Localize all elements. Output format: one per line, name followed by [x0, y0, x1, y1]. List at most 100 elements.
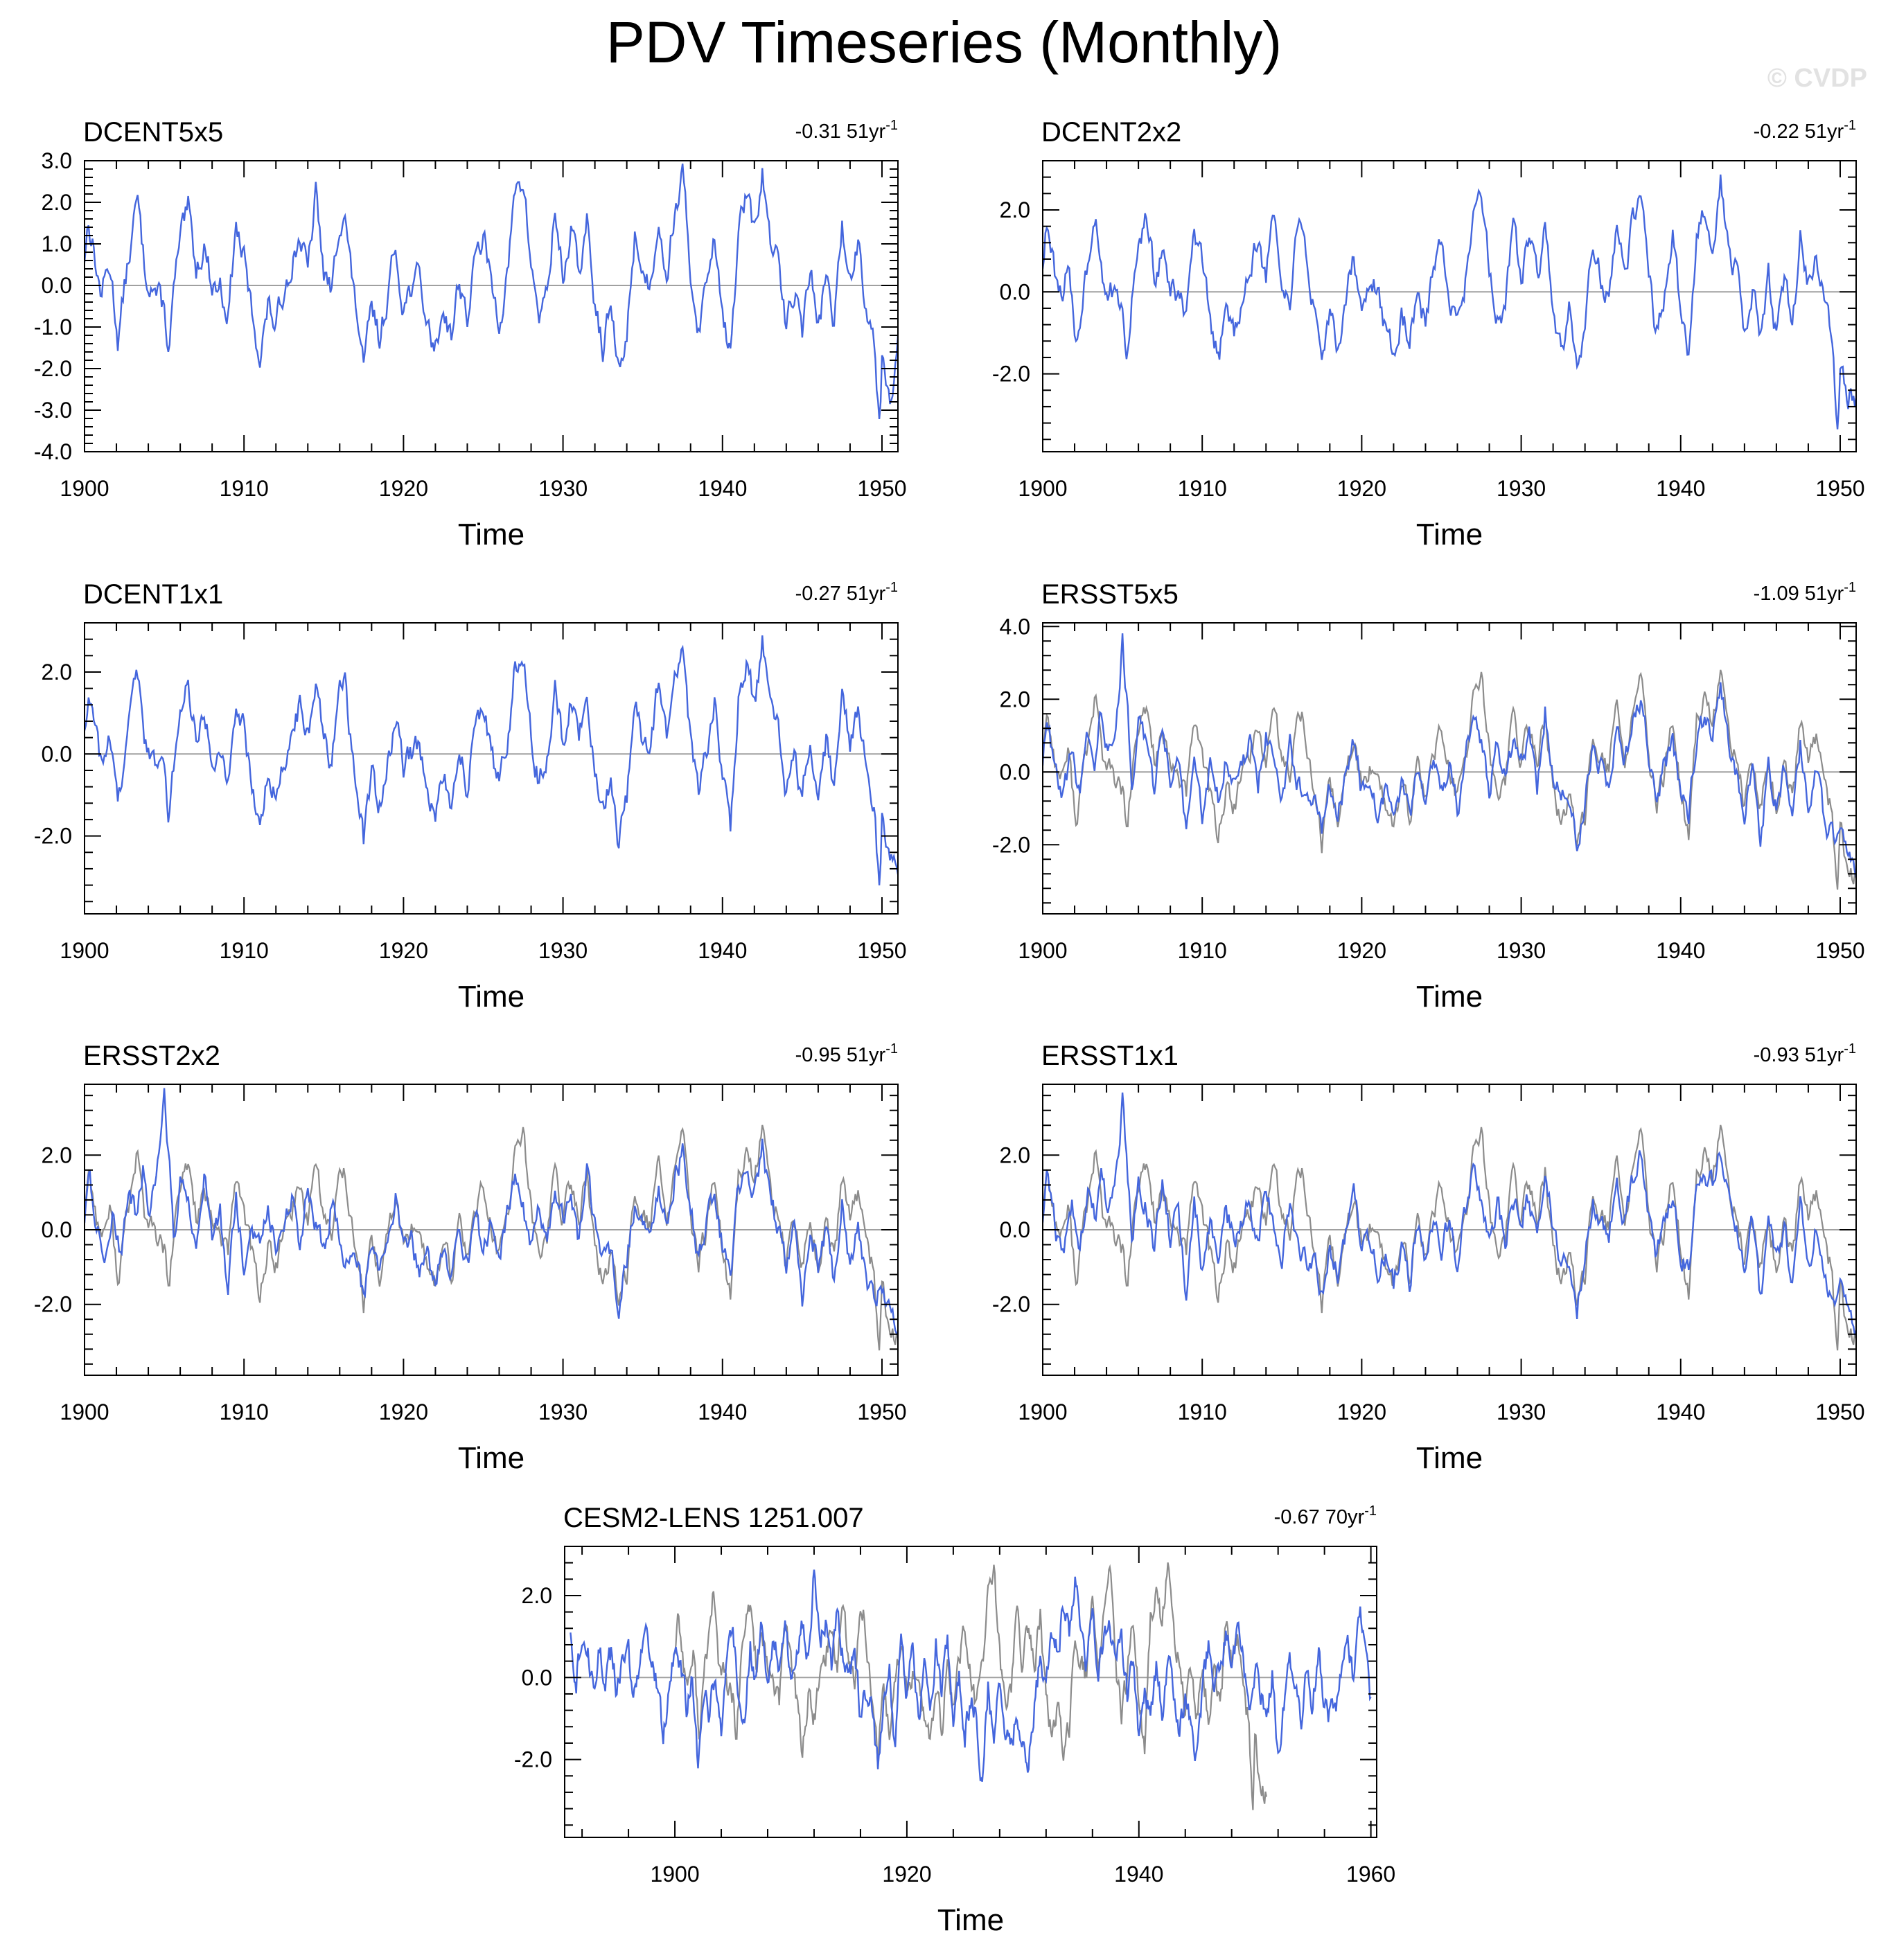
panel-title: ERSST5x5 [1041, 579, 1179, 610]
y-tick-label: 2.0 [522, 1583, 552, 1608]
x-tick-label: 1930 [1497, 938, 1546, 963]
x-tick-label: 1910 [220, 938, 269, 963]
y-tick-label: -2.0 [514, 1747, 552, 1772]
y-tick-label: -2.0 [992, 1292, 1030, 1317]
reference-series-line [674, 1562, 1267, 1810]
chart-panel-2: 1900 1910 1920 1930 1940 1950 -2.0 0.0 2.0 DCENT2… [992, 117, 1865, 551]
x-tick-label: 1920 [379, 476, 428, 501]
x-tick-label: 1950 [1815, 938, 1864, 963]
panel-title: DCENT2x2 [1041, 117, 1181, 148]
trend-label: -0.27 51yr-1 [795, 580, 898, 605]
panel-title: DCENT5x5 [83, 117, 223, 148]
chart-panel-6: 1900 1910 1920 1930 1940 1950 -2.0 0.0 2.0 ERSST1… [992, 1041, 1865, 1475]
trend-superscript: -1 [1844, 1041, 1856, 1057]
x-tick-label: 1930 [1497, 476, 1546, 501]
x-tick-label: 1940 [1656, 1400, 1705, 1424]
y-tick-label: -2.0 [992, 362, 1030, 387]
chart-panel-5: 1900 1910 1920 1930 1940 1950 -2.0 0.0 2.0 ERSST2… [34, 1041, 907, 1475]
chart-panel-1: 1900 1910 1920 1930 1940 1950 -4.0 -3.0 -2.0 -1.0… [34, 117, 907, 551]
series-line [1043, 174, 1856, 430]
x-tick-label: 1910 [1178, 476, 1227, 501]
trend-superscript: -1 [1364, 1503, 1377, 1519]
y-tick-label: -3.0 [34, 398, 72, 423]
panel-title: ERSST1x1 [1041, 1041, 1179, 1071]
x-tick-label: 1940 [1656, 476, 1705, 501]
series-line [85, 164, 898, 419]
reference-series-line [1043, 1124, 1856, 1351]
y-tick-label: 0.0 [1000, 1217, 1030, 1242]
x-tick-label: 1950 [857, 476, 906, 501]
x-tick-label: 1910 [1178, 1400, 1227, 1424]
x-tick-label: 1900 [650, 1862, 699, 1887]
y-tick-label: 2.0 [1000, 197, 1030, 222]
plot-frame [564, 1546, 1377, 1838]
x-tick-label: 1950 [857, 1400, 906, 1424]
x-axis-label: Time [458, 518, 524, 551]
x-tick-label: 1900 [1018, 1400, 1067, 1424]
x-tick-label: 1920 [1337, 938, 1386, 963]
x-tick-label: 1960 [1346, 1862, 1395, 1887]
reference-series-line [1043, 669, 1856, 890]
y-tick-label: 4.0 [1000, 614, 1030, 639]
series-line [570, 1569, 1372, 1782]
y-tick-label: 0.0 [42, 1217, 72, 1242]
chart-panel-4: 1900 1910 1920 1930 1940 1950 -2.0 0.0 2.0 4.0 ERS… [992, 579, 1865, 1014]
y-tick-label: -2.0 [34, 356, 72, 381]
trend-superscript: -1 [885, 118, 898, 133]
x-tick-label: 1930 [538, 1400, 588, 1424]
panel-title: CESM2-LENS 1251.007 [563, 1503, 864, 1533]
x-tick-label: 1910 [1178, 938, 1227, 963]
y-tick-label: 0.0 [522, 1665, 552, 1690]
x-tick-label: 1900 [60, 476, 109, 501]
x-axis-label: Time [937, 1903, 1004, 1937]
panel-title: DCENT1x1 [83, 579, 223, 610]
x-tick-label: 1940 [698, 938, 747, 963]
panel-title: ERSST2x2 [83, 1041, 220, 1071]
y-tick-label: 2.0 [42, 190, 72, 215]
x-tick-label: 1940 [698, 476, 747, 501]
y-tick-label: -2.0 [34, 1292, 72, 1317]
x-tick-label: 1950 [857, 938, 906, 963]
plot-frame [1042, 622, 1857, 915]
x-tick-label: 1920 [379, 1400, 428, 1424]
trend-label: -0.22 51yr-1 [1754, 118, 1856, 143]
y-tick-label: 2.0 [1000, 687, 1030, 712]
y-tick-label: 0.0 [1000, 759, 1030, 784]
trend-superscript: -1 [1844, 580, 1856, 595]
x-axis-label: Time [1416, 1441, 1483, 1475]
x-tick-label: 1900 [1018, 476, 1067, 501]
trend-label: -0.67 70yr-1 [1274, 1503, 1377, 1528]
plot-frame [84, 622, 899, 915]
y-tick-label: 3.0 [42, 148, 72, 173]
x-tick-label: 1950 [1815, 476, 1864, 501]
y-tick-label: 1.0 [42, 231, 72, 256]
trend-label: -0.31 51yr-1 [795, 118, 898, 143]
x-tick-label: 1920 [1337, 476, 1386, 501]
y-tick-label: 2.0 [1000, 1142, 1030, 1167]
y-tick-label: -2.0 [992, 832, 1030, 857]
x-tick-label: 1930 [538, 938, 588, 963]
x-tick-label: 1900 [60, 938, 109, 963]
trend-label: -0.93 51yr-1 [1754, 1041, 1856, 1066]
x-tick-label: 1900 [1018, 938, 1067, 963]
y-tick-label: 2.0 [42, 660, 72, 685]
reference-series-line [85, 1124, 898, 1351]
x-tick-label: 1910 [220, 476, 269, 501]
x-tick-label: 1920 [882, 1862, 931, 1887]
y-tick-label: -4.0 [34, 439, 72, 464]
x-tick-label: 1940 [1114, 1862, 1163, 1887]
x-tick-label: 1920 [1337, 1400, 1386, 1424]
chart-panel-7: 1900 1920 1940 1960 -2.0 0.0 2.0 CESM2-LENS 125… [514, 1503, 1395, 1937]
y-tick-label: 0.0 [1000, 279, 1030, 304]
x-tick-label: 1950 [1815, 1400, 1864, 1424]
x-tick-label: 1940 [1656, 938, 1705, 963]
chart-panel-3: 1900 1910 1920 1930 1940 1950 -2.0 0.0 2.0 DCENT1… [34, 579, 907, 1014]
x-tick-label: 1920 [379, 938, 428, 963]
trend-superscript: -1 [885, 1041, 898, 1057]
x-tick-label: 1910 [220, 1400, 269, 1424]
x-axis-label: Time [458, 1441, 524, 1475]
y-tick-label: 0.0 [42, 741, 72, 766]
series-line [1043, 633, 1856, 878]
